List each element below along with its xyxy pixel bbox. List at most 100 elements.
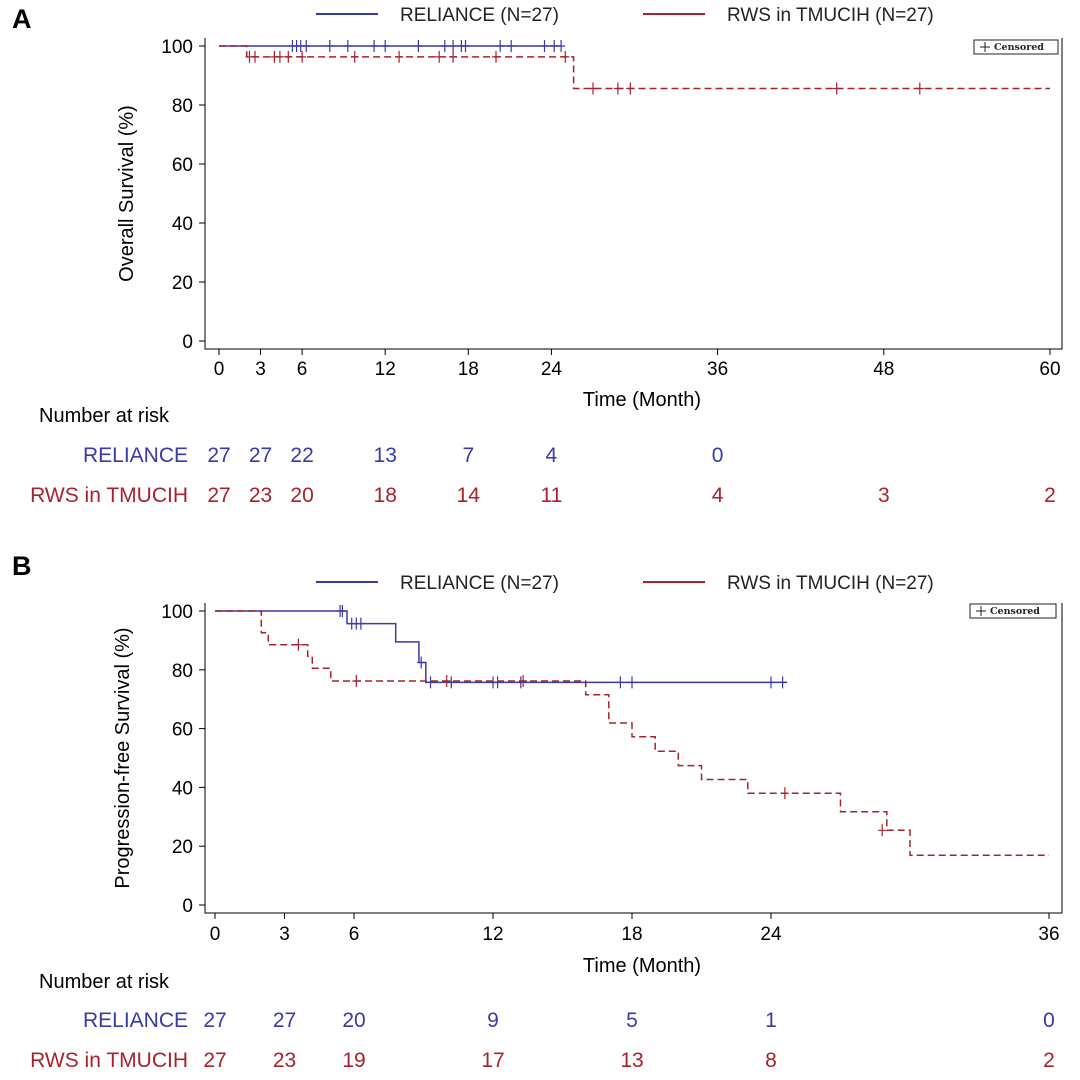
censor-mark-rws (352, 675, 361, 687)
risk-count-rws: 23 (273, 1049, 296, 1072)
censor-mark-reliance (461, 40, 470, 52)
risk-count-reliance: 0 (712, 444, 724, 467)
risk-table-title: Number at risk (39, 971, 170, 993)
censor-mark-reliance (616, 676, 625, 689)
censor-mark-rws (449, 50, 458, 63)
censor-mark-rws (284, 50, 293, 63)
risk-count-reliance: 22 (290, 444, 313, 467)
y-tick-label: 0 (182, 896, 193, 917)
x-tick-label: 0 (210, 924, 221, 945)
risk-table-title: Number at risk (39, 405, 170, 427)
risk-count-reliance: 27 (249, 444, 272, 467)
censor-mark-reliance (540, 40, 549, 52)
risk-count-rws: 20 (290, 484, 313, 507)
censor-mark-rws (435, 50, 444, 63)
legend-label-reliance: RELIANCE (N=27) (400, 5, 559, 26)
censor-mark-rws (294, 638, 303, 651)
risk-count-rws: 8 (765, 1049, 777, 1072)
y-axis-label: Progression-free Survival (%) (112, 627, 134, 888)
censor-mark-reliance (767, 676, 775, 689)
y-tick-label: 20 (172, 837, 193, 858)
censor-mark-rws (298, 50, 307, 63)
censor-mark-reliance (557, 40, 566, 52)
x-tick-label: 48 (873, 359, 894, 380)
censor-mark-rws (915, 82, 924, 95)
censor-mark-reliance (440, 40, 449, 52)
censor-mark-rws (395, 50, 404, 63)
censor-mark-reliance (370, 40, 379, 52)
y-tick-label: 40 (172, 214, 193, 235)
censored-legend-label: Censored (990, 606, 1040, 617)
censor-mark-reliance (343, 40, 352, 52)
legend-label-rws: RWS in TMUCIH (N=27) (727, 573, 934, 594)
y-tick-label: 60 (172, 155, 193, 176)
risk-count-reliance: 27 (273, 1009, 296, 1032)
censor-mark-reliance (507, 40, 516, 52)
censored-legend-label: Censored (994, 42, 1044, 53)
survival-curve-rws (215, 610, 1049, 857)
survival-curve-rws (219, 45, 1050, 90)
risk-count-rws: 2 (1043, 1049, 1055, 1072)
y-tick-label: 20 (172, 273, 193, 294)
risk-count-rws: 14 (457, 484, 481, 507)
risk-count-reliance: 1 (765, 1009, 777, 1032)
y-tick-label: 0 (182, 332, 193, 353)
x-tick-label: 36 (707, 359, 728, 380)
x-tick-label: 3 (279, 924, 290, 945)
risk-count-rws: 27 (207, 484, 230, 507)
x-tick-label: 3 (255, 359, 266, 380)
censored-legend-box (969, 603, 1057, 619)
x-tick-label: 60 (1039, 359, 1060, 380)
censor-mark-reliance (381, 40, 390, 52)
x-tick-label: 24 (541, 359, 563, 380)
censor-mark-rws (519, 675, 528, 687)
plot-frame (204, 603, 1063, 914)
legend-label-rws: RWS in TMUCIH (N=27) (727, 5, 934, 26)
censor-mark-rws (613, 82, 622, 95)
x-axis-label: Time (Month) (583, 955, 701, 977)
x-tick-label: 36 (1038, 924, 1059, 945)
y-tick-label: 80 (172, 661, 193, 682)
panel-a: A RELIANCE (N=27) RWS in TMUCIH (N=27)0204… (12, 4, 1063, 507)
plot-frame (204, 38, 1063, 350)
risk-count-reliance: 13 (374, 444, 397, 467)
censor-mark-reliance (447, 676, 456, 689)
x-tick-label: 18 (621, 924, 642, 945)
risk-count-rws: 27 (203, 1049, 226, 1072)
censor-mark-rws (275, 50, 284, 63)
risk-count-reliance: 4 (546, 444, 558, 467)
risk-count-reliance: 27 (203, 1009, 226, 1032)
x-axis-label: Time (Month) (583, 389, 701, 411)
panel-label: B (12, 551, 32, 581)
risk-count-rws: 3 (878, 484, 890, 507)
risk-count-reliance: 27 (207, 444, 230, 467)
risk-count-rws: 17 (481, 1049, 504, 1072)
y-axis-label: Overall Survival (%) (116, 105, 138, 282)
survival-curve-reliance (215, 610, 788, 684)
risk-row-label-rws: RWS in TMUCIH (30, 1049, 188, 1072)
censor-mark-reliance (356, 617, 365, 630)
risk-count-rws: 2 (1044, 484, 1056, 507)
censor-mark-reliance (449, 40, 458, 52)
y-tick-label: 40 (172, 778, 193, 799)
legend-label-reliance: RELIANCE (N=27) (400, 573, 559, 594)
censor-mark-rws (780, 787, 789, 800)
censored-legend-mark (980, 42, 990, 52)
risk-count-reliance: 20 (342, 1009, 365, 1032)
censored-legend: Censored (973, 39, 1059, 55)
censored-legend: Censored (969, 603, 1057, 619)
risk-count-rws: 13 (620, 1049, 643, 1072)
risk-count-reliance: 5 (626, 1009, 638, 1032)
censor-mark-reliance (493, 676, 502, 689)
x-tick-label: 0 (214, 359, 225, 380)
y-tick-label: 100 (161, 602, 193, 623)
x-tick-label: 24 (760, 924, 782, 945)
x-tick-label: 12 (482, 924, 503, 945)
x-tick-label: 18 (458, 359, 479, 380)
censored-legend-box (973, 39, 1059, 55)
risk-count-reliance: 0 (1043, 1009, 1055, 1032)
censor-mark-rws (492, 50, 500, 63)
censor-mark-reliance (325, 40, 334, 52)
censor-mark-reliance (338, 605, 347, 617)
censor-mark-rws (350, 50, 359, 63)
